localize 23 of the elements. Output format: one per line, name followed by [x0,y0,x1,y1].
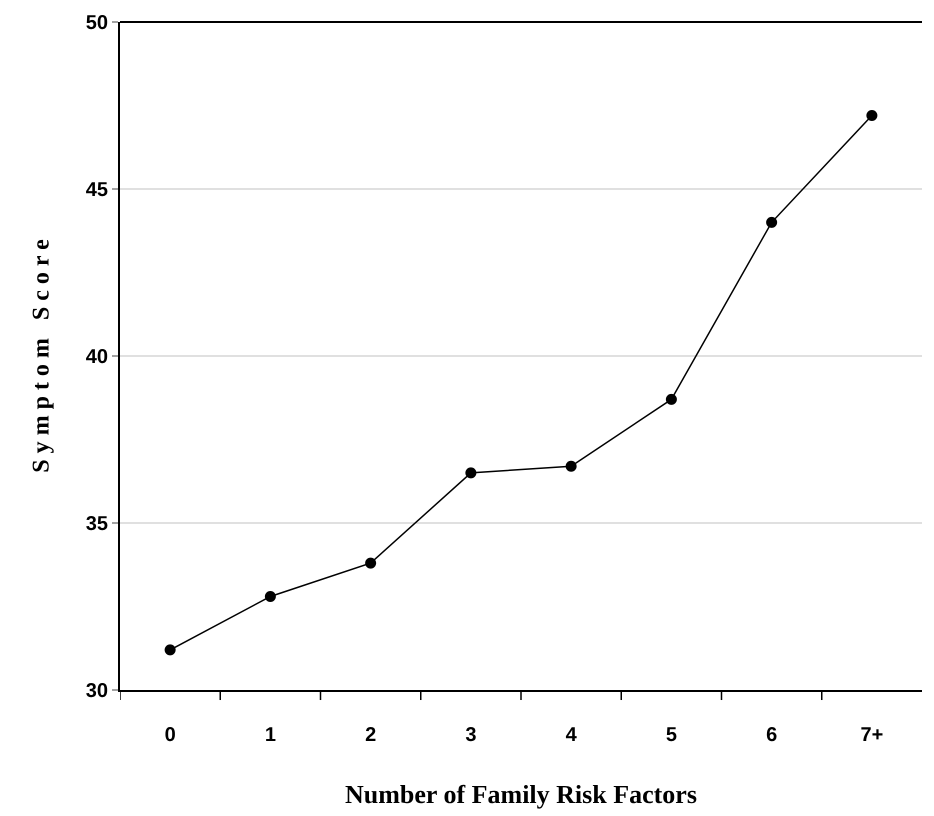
x-tick-label: 6 [766,724,778,746]
x-tick-label: 1 [264,724,276,746]
y-tick-label: 30 [86,680,108,702]
point [666,394,677,405]
x-axis-title: Number of Family Risk Factors [345,780,697,810]
x-tick-label: 4 [566,724,578,746]
x-tick-label: 3 [465,724,476,746]
y-tick-label: 50 [86,12,108,34]
y-tick-label: 45 [86,179,108,201]
point [866,110,878,122]
y-tick-label: 40 [86,346,108,368]
x-tick-label: 7+ [860,724,884,746]
point [766,216,778,228]
point [465,467,476,478]
point [264,590,276,602]
point [164,644,176,656]
x-tick-label: 0 [164,724,176,746]
x-tick-label: 2 [365,724,376,746]
point [365,558,376,569]
y-axis-title: S y m p t o m S c o r e [28,238,54,473]
point [566,460,577,472]
x-tick-label: 5 [666,724,677,746]
y-tick-label: 35 [86,513,108,535]
